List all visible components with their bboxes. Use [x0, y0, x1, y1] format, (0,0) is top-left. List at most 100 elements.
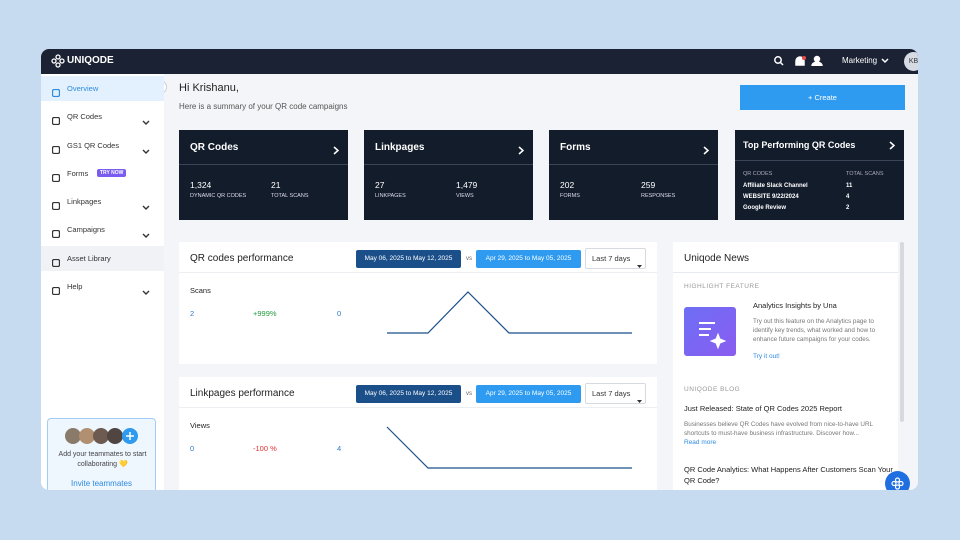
previous-value: 0	[337, 309, 342, 318]
item-label: Asset Library	[67, 254, 111, 263]
nav-icons[interactable]	[773, 55, 833, 68]
change-value: -100 %	[253, 444, 277, 453]
period-label: Last 7 days	[592, 389, 631, 398]
chevron	[142, 227, 150, 243]
top-qr-card[interactable]: Top Performing QR Codes QR CODES TOTAL S…	[735, 130, 904, 220]
stat-value: 21	[271, 180, 281, 190]
sidebar-item[interactable]: Forms TRY NOW	[41, 161, 164, 186]
summary-card[interactable]: Forms 202 FORMS 259 RESPONSES	[549, 130, 718, 220]
section-heading: UNIQODE BLOG	[684, 386, 741, 393]
summary-card[interactable]: Linkpages 27 LINKPAGES 1,479 VIEWS	[364, 130, 533, 220]
sidebar-item[interactable]: QR Codes	[41, 104, 164, 129]
chevron	[881, 58, 889, 64]
greeting: Hi Krishanu,	[179, 82, 239, 94]
chat-button[interactable]	[885, 471, 910, 490]
item-icon	[51, 85, 61, 101]
greeting-subtitle: Here is a summary of your QR code campai…	[179, 102, 348, 111]
divider	[179, 164, 348, 165]
arrow	[518, 143, 525, 159]
news-panel: Uniqode News HIGHLIGHT FEATURE Analytics…	[673, 242, 898, 490]
invite-box: Add your teammates to start collaboratin…	[47, 418, 156, 490]
avatar[interactable]: KB	[904, 52, 918, 71]
item-badge: TRY NOW	[97, 169, 127, 177]
period-dropdown[interactable]: Last 7 days	[585, 248, 646, 269]
metric-label: Views	[190, 421, 210, 430]
column-header: QR CODES	[743, 171, 773, 177]
chevron	[142, 284, 150, 300]
post-title[interactable]: QR Code Analytics: What Happens After Cu…	[684, 465, 893, 485]
stat-value: 27	[375, 180, 385, 190]
vs-label: vs	[466, 391, 472, 397]
item-icon	[51, 198, 61, 214]
date-range[interactable]: Apr 29, 2025 to May 05, 2025	[476, 250, 581, 268]
qr-name: WEBSITE 9/22/2024	[743, 194, 799, 200]
item-icon	[51, 113, 61, 129]
stat-label: VIEWS	[456, 193, 474, 199]
stat-label: RESPONSES	[641, 193, 676, 199]
post-title[interactable]: Just Released: State of QR Codes 2025 Re…	[684, 404, 843, 413]
sparkline	[179, 377, 657, 481]
divider	[735, 160, 904, 161]
qr-scans: 4	[846, 194, 850, 200]
vs-label: vs	[466, 256, 472, 262]
sidebar-item[interactable]: Linkpages	[41, 189, 164, 214]
stat-label: FORMS	[560, 193, 580, 199]
caret	[637, 257, 642, 273]
date-range[interactable]: May 06, 2025 to May 12, 2025	[356, 250, 461, 268]
divider	[179, 407, 657, 408]
divider	[549, 164, 718, 165]
item-label: QR Codes	[67, 112, 103, 121]
divider	[364, 164, 533, 165]
item-icon	[51, 226, 61, 242]
current-value: 2	[190, 309, 195, 318]
scrollbar[interactable]	[900, 242, 904, 422]
item-label: GS1 QR Codes	[67, 141, 120, 150]
logo	[51, 54, 65, 68]
post-text: Businesses believe QR Codes have evolved…	[684, 421, 873, 437]
summary-card[interactable]: QR Codes 1,324 DYNAMIC QR CODES 21 TOTAL SCA…	[179, 130, 348, 220]
sidebar-item[interactable]: Overview	[41, 76, 164, 101]
item-icon	[51, 283, 61, 299]
qr-name: Google Review	[743, 205, 787, 211]
create-button[interactable]: + Create	[740, 85, 905, 110]
panel-title: Linkpages performance	[190, 388, 295, 399]
stat-value: 1,324	[190, 180, 212, 190]
arrow	[889, 141, 895, 150]
workspace[interactable]: Marketing	[842, 56, 878, 65]
caret	[637, 392, 642, 408]
feature-icon	[684, 307, 736, 356]
current-value: 0	[190, 444, 195, 453]
divider	[179, 272, 657, 273]
sidebar-item[interactable]: Asset Library	[41, 246, 164, 271]
top-bar	[41, 49, 918, 74]
feature-link[interactable]: Try it out!	[753, 353, 780, 360]
post-link[interactable]: Read more	[684, 439, 717, 446]
item-label: Forms	[67, 169, 89, 178]
period-dropdown[interactable]: Last 7 days	[585, 383, 646, 404]
chevron	[142, 114, 150, 130]
stat-label: LINKPAGES	[375, 193, 406, 199]
stat-label: TOTAL SCANS	[271, 193, 309, 199]
teammate-avatars	[65, 428, 138, 444]
sidebar-item[interactable]: Help	[41, 274, 164, 299]
stat-value: 202	[560, 180, 575, 190]
panel-title: QR codes performance	[190, 253, 294, 264]
sidebar-item[interactable]: Campaigns	[41, 217, 164, 242]
stat-value: 1,479	[456, 180, 478, 190]
item-label: Linkpages	[67, 197, 102, 206]
item-icon	[51, 170, 61, 186]
date-range[interactable]: May 06, 2025 to May 12, 2025	[356, 385, 461, 403]
invite-link[interactable]: Invite teammates	[71, 479, 132, 488]
card-title: QR Codes	[190, 142, 239, 153]
performance-panel: QR codes performance May 06, 2025 to May …	[179, 242, 657, 364]
news-title: Uniqode News	[684, 253, 750, 264]
sidebar-item[interactable]: GS1 QR Codes	[41, 133, 164, 158]
item-icon	[51, 255, 61, 271]
stat-label: DYNAMIC QR CODES	[190, 193, 247, 199]
date-range[interactable]: Apr 29, 2025 to May 05, 2025	[476, 385, 581, 403]
brand: UNIQODE	[67, 55, 114, 66]
column-header: TOTAL SCANS	[846, 171, 884, 177]
item-icon	[51, 142, 61, 158]
feature-title: Analytics Insights by Una	[753, 301, 837, 310]
